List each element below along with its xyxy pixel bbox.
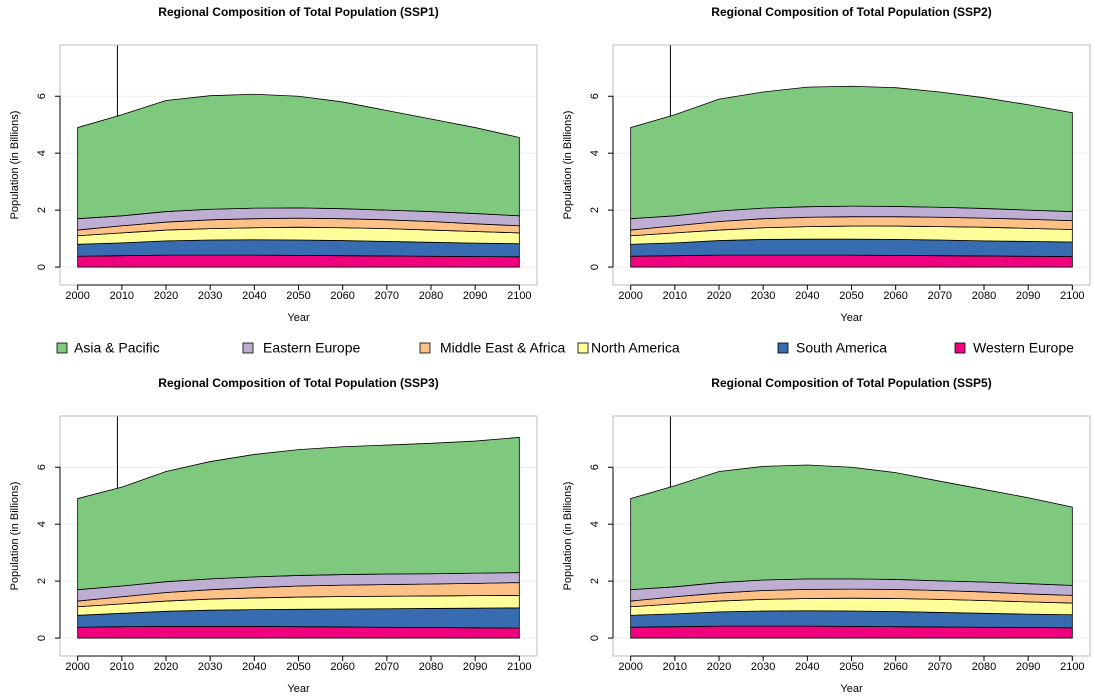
area: [77, 254, 520, 268]
x-tick-label: 2030: [198, 290, 222, 302]
x-tick-label: 2100: [1060, 290, 1084, 302]
legend-label: North America: [591, 340, 680, 356]
legend-label: Eastern Europe: [263, 340, 360, 356]
y-tick-label: 4: [36, 150, 48, 156]
x-tick-label: 2090: [1016, 661, 1040, 673]
panel: Regional Composition of Total Population…: [562, 376, 1091, 695]
chart-title: Regional Composition of Total Population…: [711, 376, 991, 390]
x-tick-label: 2080: [972, 290, 996, 302]
area: [77, 93, 520, 220]
legend-swatch: [577, 342, 589, 354]
x-tick-label: 2020: [707, 661, 731, 673]
y-tick-label: 4: [589, 150, 601, 156]
x-tick-label: 2070: [928, 661, 952, 673]
x-tick-label: 2070: [928, 290, 952, 302]
x-tick-label: 2050: [286, 290, 310, 302]
y-tick-label: 0: [589, 264, 601, 270]
y-tick-label: 0: [36, 635, 48, 641]
x-tick-label: 2070: [375, 661, 399, 673]
chart-title: Regional Composition of Total Population…: [158, 376, 438, 390]
x-tick-label: 2060: [883, 290, 907, 302]
x-tick-label: 2020: [707, 290, 731, 302]
x-tick-label: 2040: [795, 290, 819, 302]
y-tick-label: 6: [589, 93, 601, 99]
y-tick-label: 0: [36, 264, 48, 270]
x-tick-label: 2100: [507, 661, 531, 673]
x-tick-label: 2070: [375, 290, 399, 302]
x-tick-label: 2040: [795, 661, 819, 673]
x-tick-label: 2010: [110, 661, 134, 673]
x-tick-label: 2100: [507, 290, 531, 302]
legend-swatch: [242, 342, 254, 354]
y-tick-label: 4: [36, 521, 48, 527]
x-tick-label: 2030: [751, 661, 775, 673]
x-tick-label: 2060: [883, 661, 907, 673]
x-tick-label: 2030: [198, 661, 222, 673]
chart-title: Regional Composition of Total Population…: [711, 5, 991, 19]
legend-label: South America: [796, 340, 887, 356]
x-tick-label: 2020: [154, 290, 178, 302]
x-axis-label: Year: [287, 683, 310, 695]
legend-label: Western Europe: [973, 340, 1074, 356]
x-axis-label: Year: [287, 312, 310, 324]
y-tick-label: 4: [589, 521, 601, 527]
x-tick-label: 2050: [286, 661, 310, 673]
x-tick-label: 2030: [751, 290, 775, 302]
x-tick-label: 2040: [242, 661, 266, 673]
legend-label: Asia & Pacific: [74, 340, 160, 356]
panel: Regional Composition of Total Population…: [9, 5, 538, 324]
y-tick-label: 0: [589, 635, 601, 641]
x-tick-label: 2010: [663, 290, 687, 302]
x-tick-label: 2060: [330, 290, 354, 302]
panel: Regional Composition of Total Population…: [9, 376, 538, 695]
area: [630, 625, 1073, 639]
y-tick-label: 2: [589, 578, 601, 584]
y-tick-label: 2: [36, 207, 48, 213]
x-tick-label: 2100: [1060, 661, 1084, 673]
x-tick-label: 2010: [110, 290, 134, 302]
x-tick-label: 2000: [618, 661, 642, 673]
area: [630, 254, 1073, 268]
legend-swatch: [954, 342, 966, 354]
x-tick-label: 2090: [463, 290, 487, 302]
x-tick-label: 2040: [242, 290, 266, 302]
area: [630, 85, 1073, 220]
y-tick-label: 2: [589, 207, 601, 213]
x-tick-label: 2050: [839, 661, 863, 673]
y-axis-label: Population (in Billions): [9, 111, 21, 220]
x-tick-label: 2000: [618, 290, 642, 302]
y-tick-label: 6: [36, 464, 48, 470]
legend-swatch: [419, 342, 431, 354]
x-tick-label: 2000: [65, 661, 89, 673]
area: [77, 625, 520, 639]
x-tick-label: 2080: [419, 661, 443, 673]
y-axis-label: Population (in Billions): [562, 111, 574, 220]
legend-label: Middle East & Africa: [440, 340, 565, 356]
legend-swatch: [777, 342, 789, 354]
x-tick-label: 2080: [972, 661, 996, 673]
area: [630, 464, 1073, 591]
legend-swatch: [56, 342, 68, 354]
x-tick-label: 2060: [330, 661, 354, 673]
x-tick-label: 2090: [1016, 290, 1040, 302]
panel: Regional Composition of Total Population…: [562, 5, 1091, 324]
y-axis-label: Population (in Billions): [562, 482, 574, 591]
x-tick-label: 2090: [463, 661, 487, 673]
legend: Asia & Pacific Eastern Europe Middle East …: [56, 340, 1074, 356]
x-tick-label: 2010: [663, 661, 687, 673]
x-tick-label: 2050: [839, 290, 863, 302]
chart-title: Regional Composition of Total Population…: [158, 5, 438, 19]
y-tick-label: 6: [589, 464, 601, 470]
area: [77, 436, 520, 591]
y-axis-label: Population (in Billions): [9, 482, 21, 591]
x-tick-label: 2000: [65, 290, 89, 302]
y-tick-label: 6: [36, 93, 48, 99]
x-tick-label: 2020: [154, 661, 178, 673]
x-axis-label: Year: [840, 312, 863, 324]
y-tick-label: 2: [36, 578, 48, 584]
x-tick-label: 2080: [419, 290, 443, 302]
x-axis-label: Year: [840, 683, 863, 695]
